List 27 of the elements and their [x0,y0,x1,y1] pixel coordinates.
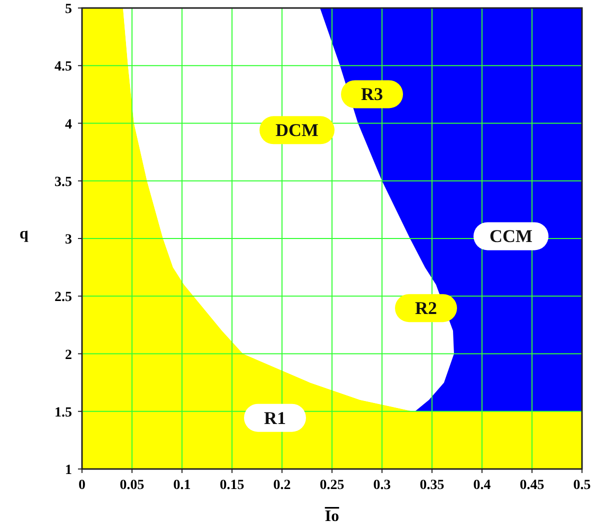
x-tick-label: 0.3 [373,478,391,493]
annotation: DCM [276,120,318,140]
x-tick-label: 0.35 [420,478,444,493]
x-axis-title: Io [324,508,340,525]
x-tick-label: 0.25 [320,478,344,493]
x-tick-label: 0.5 [573,478,591,493]
y-tick-label: 1.5 [54,405,72,420]
y-tick-label: 4 [65,117,72,132]
annotation: CCM [490,226,532,246]
y-tick-label: 5 [65,2,72,17]
x-tick-label: 0.45 [520,478,544,493]
y-tick-label: 4.5 [54,60,72,75]
y-tick-label: 1 [65,463,72,478]
x-tick-label: 0.05 [120,478,144,493]
y-tick-label: 3.5 [54,174,72,190]
annotation: R2 [415,298,437,318]
x-tick-label: 0.1 [173,478,191,493]
x-tick-label: 0.2 [273,478,291,493]
y-tick-label: 2.5 [54,290,72,306]
y-tick-label: 2 [65,348,72,363]
x-tick-label: 0.4 [473,478,491,493]
x-tick-label: 0.15 [220,478,244,493]
y-axis-title: q [20,226,29,242]
annotation: R3 [361,84,383,104]
annotation: R1 [264,408,286,428]
y-tick-label: 3 [65,232,72,248]
x-tick-label: 0 [78,478,86,493]
